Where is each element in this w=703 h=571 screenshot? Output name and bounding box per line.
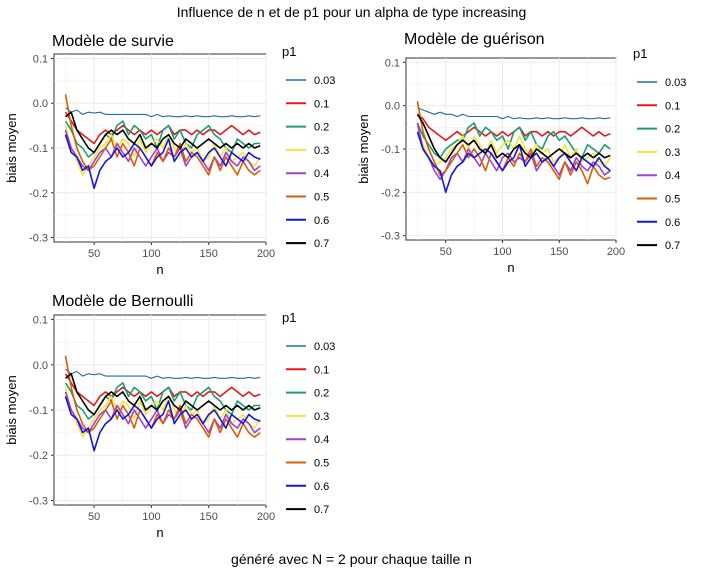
y-tick-label: 0.1 — [385, 57, 400, 69]
legend-label-0.3: 0.3 — [314, 411, 329, 423]
main-title: Influence de n et de p1 pour un alpha de… — [176, 4, 527, 20]
legend-label-0.4: 0.4 — [314, 168, 329, 180]
panel-title: Modèle de survie — [52, 33, 174, 50]
series-line-0.03 — [65, 368, 261, 379]
y-tick-label: 0.0 — [33, 360, 48, 372]
series-line-0.7 — [65, 111, 261, 154]
x-tick-label: 200 — [257, 511, 275, 523]
x-tick-label: 100 — [493, 246, 511, 258]
panel-3: 50 100 150 200 0.1 0.0 -0.1 -0.2 -0.3 n biais moye… — [4, 293, 335, 540]
legend-label-0.2: 0.2 — [665, 124, 680, 136]
y-tick-label: -0.1 — [381, 144, 400, 156]
x-axis-label: n — [156, 525, 163, 540]
y-tick-label: 0.0 — [33, 98, 48, 110]
legend-label-0.7: 0.7 — [314, 504, 329, 516]
legend-label-0.6: 0.6 — [314, 215, 329, 227]
legend-label-0.4: 0.4 — [665, 170, 680, 182]
legend-label-0.5: 0.5 — [314, 192, 329, 204]
y-tick-label: -0.3 — [381, 231, 400, 243]
x-tick-label: 150 — [200, 248, 218, 260]
series-line-0.6 — [64, 134, 261, 190]
x-axis-label: n — [156, 262, 163, 277]
y-tick-label: 0.1 — [33, 315, 48, 327]
legend-title: p1 — [282, 310, 296, 325]
x-tick-label: 50 — [88, 248, 100, 260]
legend-label-0.3: 0.3 — [314, 145, 329, 157]
y-tick-label: -0.2 — [381, 187, 400, 199]
legend-title: p1 — [282, 44, 296, 59]
legend-label-0.1: 0.1 — [314, 364, 329, 376]
series-line-0.4 — [416, 122, 611, 181]
legend-label-0.2: 0.2 — [314, 122, 329, 134]
legend-label-0.03: 0.03 — [314, 75, 335, 87]
y-tick-label: -0.3 — [29, 495, 48, 507]
y-tick-label: 0.0 — [385, 101, 400, 113]
y-tick-label: -0.2 — [29, 450, 48, 462]
panel-1: 50 100 150 200 0.1 0.0 -0.1 -0.2 -0.3 n biais moye… — [4, 33, 335, 277]
x-tick-label: 100 — [142, 511, 160, 523]
legend-label-0.6: 0.6 — [314, 481, 329, 493]
legend-label-0.7: 0.7 — [314, 238, 329, 250]
series-line-0.03 — [417, 107, 611, 120]
panel-title: Modèle de Bernoulli — [52, 293, 193, 310]
caption: généré avec N = 2 pour chaque taille n — [231, 551, 472, 567]
legend-label-0.4: 0.4 — [314, 434, 329, 446]
legend-label-0.3: 0.3 — [665, 147, 680, 159]
y-tick-label: 0.1 — [33, 53, 48, 65]
legend-label-0.03: 0.03 — [314, 341, 335, 353]
legend-label-0.5: 0.5 — [314, 458, 329, 470]
series-line-0.6 — [64, 396, 261, 452]
series-line-0.03 — [65, 107, 261, 118]
series-line-0.7 — [65, 372, 261, 416]
x-tick-label: 150 — [550, 246, 568, 258]
legend-label-0.5: 0.5 — [665, 194, 680, 206]
series-line-0.6 — [416, 131, 611, 194]
x-axis-label: n — [507, 260, 514, 275]
y-tick-label: -0.2 — [29, 188, 48, 200]
x-tick-label: 150 — [200, 511, 218, 523]
y-tick-label: -0.3 — [29, 233, 48, 245]
x-tick-label: 50 — [440, 246, 452, 258]
series-line-0.3 — [64, 125, 261, 176]
legend-label-0.7: 0.7 — [665, 240, 680, 252]
y-tick-label: -0.1 — [29, 405, 48, 417]
legend-label-0.1: 0.1 — [314, 98, 329, 110]
y-axis-label: biais moyen — [4, 113, 19, 182]
y-axis-label: biais moyen — [356, 114, 371, 183]
panel-title: Modèle de guérison — [404, 31, 545, 48]
legend-title: p1 — [633, 46, 647, 61]
x-tick-label: 200 — [257, 248, 275, 260]
legend-label-0.6: 0.6 — [665, 217, 680, 229]
y-axis-label: biais moyen — [4, 375, 19, 444]
legend-label-0.2: 0.2 — [314, 388, 329, 400]
x-tick-label: 200 — [607, 246, 625, 258]
series-line-0.7 — [416, 113, 611, 163]
panel-2: 50 100 150 200 0.1 0.0 -0.1 -0.2 -0.3 n biais moye… — [356, 31, 686, 275]
legend-label-0.1: 0.1 — [665, 100, 680, 112]
x-tick-label: 50 — [88, 511, 100, 523]
series-line-0.3 — [64, 387, 261, 438]
y-tick-label: -0.1 — [29, 143, 48, 155]
legend-label-0.03: 0.03 — [665, 77, 686, 89]
x-tick-label: 100 — [142, 248, 160, 260]
